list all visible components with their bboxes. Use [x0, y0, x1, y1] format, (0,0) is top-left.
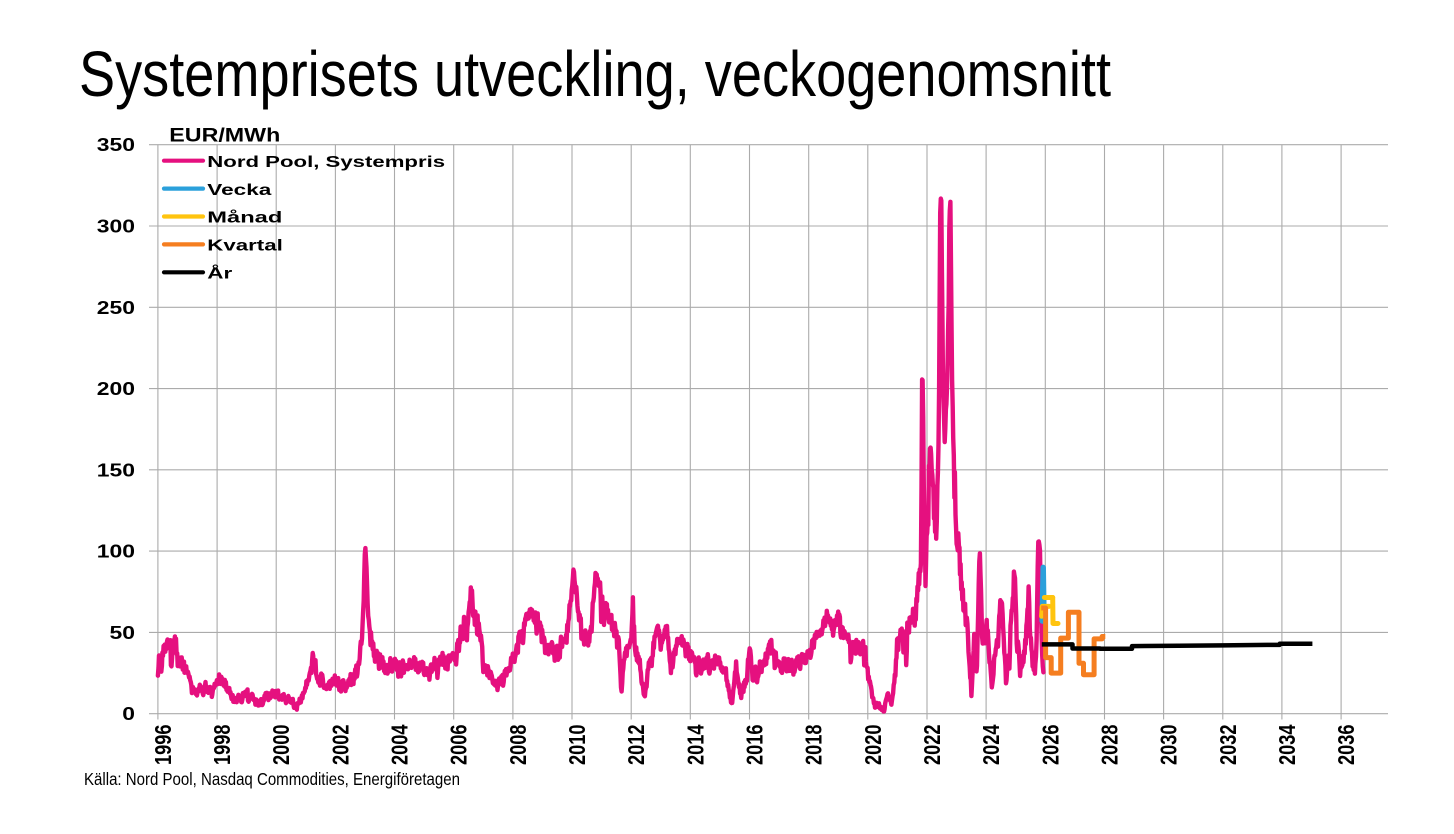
svg-text:2008: 2008 [505, 725, 531, 766]
svg-text:2006: 2006 [446, 725, 472, 766]
svg-text:EUR/MWh: EUR/MWh [169, 126, 280, 147]
svg-text:Vecka: Vecka [207, 182, 271, 199]
svg-text:300: 300 [97, 217, 135, 237]
svg-text:1998: 1998 [209, 725, 235, 766]
svg-text:2034: 2034 [1274, 725, 1300, 766]
svg-text:2000: 2000 [268, 725, 294, 766]
svg-text:2020: 2020 [860, 725, 886, 766]
svg-text:200: 200 [97, 379, 135, 399]
svg-text:Källa: Nord Pool, Nasdaq Commo: Källa: Nord Pool, Nasdaq Commodities, En… [84, 769, 460, 789]
svg-text:2028: 2028 [1097, 725, 1123, 766]
svg-text:2002: 2002 [327, 725, 353, 766]
svg-text:2012: 2012 [623, 725, 649, 766]
svg-text:2014: 2014 [682, 725, 708, 766]
svg-text:0: 0 [122, 704, 135, 724]
svg-text:2010: 2010 [564, 725, 590, 766]
svg-text:2024: 2024 [978, 725, 1004, 766]
svg-text:50: 50 [110, 623, 136, 643]
svg-text:2030: 2030 [1156, 725, 1182, 766]
svg-text:Systemprisets utveckling, veck: Systemprisets utveckling, veckogenomsnit… [79, 38, 1111, 110]
svg-text:2032: 2032 [1215, 725, 1241, 766]
svg-text:2022: 2022 [919, 725, 945, 766]
svg-text:År: År [207, 264, 232, 283]
svg-text:1996: 1996 [150, 725, 176, 766]
svg-text:Nord Pool, Systempris: Nord Pool, Systempris [207, 154, 445, 171]
svg-text:Månad: Månad [207, 209, 282, 227]
svg-text:2004: 2004 [387, 725, 413, 766]
svg-text:250: 250 [97, 298, 135, 318]
svg-text:2018: 2018 [801, 725, 827, 766]
svg-text:350: 350 [97, 135, 135, 155]
svg-text:150: 150 [97, 460, 135, 480]
svg-text:Kvartal: Kvartal [207, 238, 282, 255]
svg-text:2016: 2016 [742, 725, 768, 766]
svg-text:2026: 2026 [1037, 725, 1063, 766]
svg-text:2036: 2036 [1333, 725, 1359, 766]
svg-text:100: 100 [97, 542, 135, 562]
